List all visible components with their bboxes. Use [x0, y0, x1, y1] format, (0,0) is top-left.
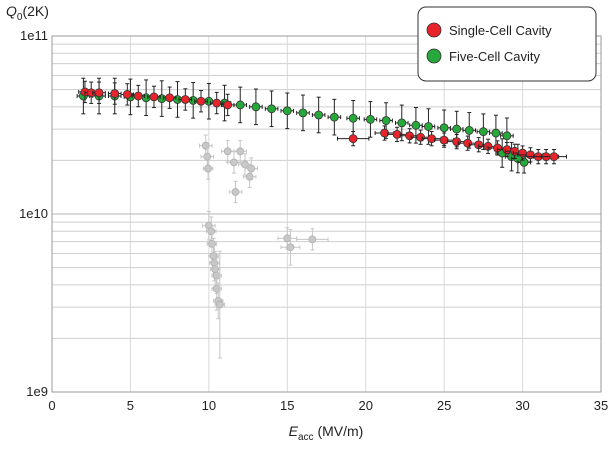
- data-point-gray: [231, 188, 240, 196]
- data-point: [165, 93, 175, 103]
- data-point: [502, 131, 512, 141]
- y-axis-label: Q0(2K): [6, 3, 49, 23]
- legend-marker-five-cell: [426, 48, 442, 64]
- y-tick-label: 1e9: [26, 384, 48, 399]
- plot-frame: [51, 35, 602, 393]
- data-point: [491, 128, 501, 138]
- data-point: [502, 145, 512, 155]
- legend-label-five-cell: Five-Cell Cavity: [449, 49, 541, 64]
- legend: Single-Cell Cavity Five-Cell Cavity: [417, 6, 597, 82]
- data-point: [196, 96, 206, 106]
- data-point: [519, 157, 529, 167]
- data-point-gray: [209, 252, 218, 261]
- data-point: [392, 130, 402, 139]
- data-point: [180, 95, 190, 104]
- data-point-gray: [236, 147, 245, 156]
- data-point: [94, 88, 104, 98]
- data-point: [405, 131, 415, 141]
- data-point: [549, 152, 559, 162]
- data-point: [235, 100, 245, 110]
- x-tick-label: 35: [594, 398, 608, 413]
- legend-label-single-cell: Single-Cell Cavity: [449, 23, 552, 38]
- data-point: [188, 95, 198, 105]
- x-tick-label: 10: [202, 398, 216, 413]
- data-point: [381, 116, 391, 125]
- data-point: [397, 118, 407, 128]
- data-point: [314, 110, 324, 120]
- data-point: [452, 137, 462, 147]
- x-tick-label: 5: [127, 398, 134, 413]
- data-point: [251, 102, 261, 112]
- data-point-gray: [207, 227, 216, 236]
- data-point: [439, 135, 449, 145]
- data-point-gray: [245, 172, 254, 181]
- data-point: [463, 138, 473, 148]
- x-axis-label: Eacc (MV/m): [289, 423, 364, 443]
- axis-ticks: 0 5 10 15 20 25 30 35 1e9 1e10 1e11: [19, 28, 608, 413]
- data-point: [149, 92, 159, 102]
- x-tick-label: 30: [515, 398, 529, 413]
- data-point: [348, 113, 358, 123]
- data-point-gray: [308, 235, 317, 244]
- data-point: [427, 134, 436, 144]
- y-tick-label: 1e10: [19, 206, 48, 221]
- data-point: [329, 112, 339, 122]
- data-point: [282, 106, 292, 116]
- data-point: [366, 114, 375, 124]
- data-point: [452, 124, 462, 134]
- data-point: [464, 125, 474, 135]
- y-tick-label: 1e11: [20, 28, 48, 43]
- data-point-gray: [283, 234, 292, 243]
- x-tick-label: 0: [48, 398, 55, 413]
- data-point-gray: [215, 300, 224, 309]
- data-point-gray: [204, 164, 212, 173]
- data-point-gray: [203, 152, 212, 161]
- x-tick-label: 20: [358, 398, 372, 413]
- data-point: [411, 120, 421, 130]
- grid: [52, 35, 601, 393]
- data-point: [110, 89, 120, 98]
- data-point: [298, 108, 308, 118]
- legend-box: [417, 6, 597, 82]
- data-point: [416, 132, 426, 142]
- data-point: [380, 128, 389, 138]
- x-tick-label: 25: [437, 398, 451, 413]
- data-point: [157, 94, 167, 103]
- data-point: [122, 89, 132, 99]
- series-gray: [198, 134, 329, 359]
- legend-marker-single-cell: [426, 22, 442, 38]
- data-point: [223, 100, 233, 110]
- data-point: [141, 93, 151, 103]
- data-point-gray: [230, 158, 238, 167]
- data-point: [348, 134, 358, 144]
- data-point-gray: [212, 284, 221, 293]
- data-marks: [76, 77, 567, 359]
- series-single-cell: [78, 80, 567, 165]
- data-point: [478, 127, 488, 137]
- data-point: [133, 91, 143, 101]
- data-point-gray: [223, 147, 232, 156]
- data-point-gray: [286, 243, 295, 252]
- x-tick-label: 15: [280, 398, 294, 413]
- data-point-gray: [211, 265, 220, 274]
- data-point: [439, 123, 449, 133]
- data-point: [267, 104, 277, 114]
- data-point: [212, 98, 222, 108]
- data-point: [424, 122, 433, 131]
